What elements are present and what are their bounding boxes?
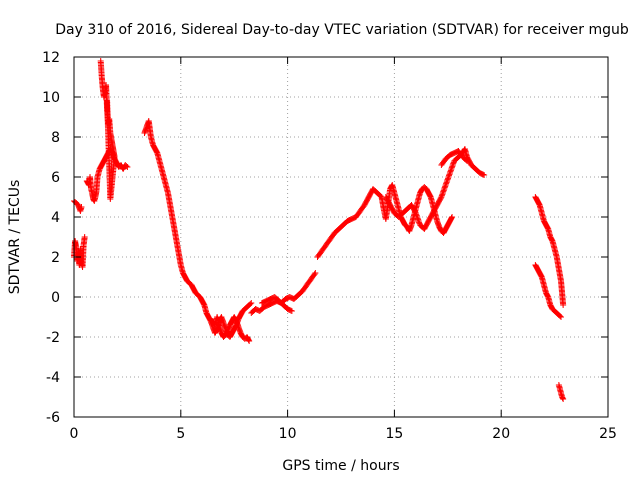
x-tick-label: 25 bbox=[599, 426, 617, 442]
y-tick-label: 4 bbox=[51, 210, 60, 226]
y-tick-label: 8 bbox=[51, 130, 60, 146]
y-tick-label: 2 bbox=[51, 250, 60, 266]
data-point bbox=[481, 172, 488, 178]
data-point bbox=[560, 396, 567, 402]
data-point bbox=[245, 337, 252, 343]
y-axis-label: SDTVAR / TECUs bbox=[7, 180, 23, 295]
x-tick-label: 20 bbox=[492, 426, 510, 442]
data-point bbox=[464, 158, 471, 164]
y-tick-label: -2 bbox=[46, 330, 60, 346]
x-tick-label: 10 bbox=[279, 426, 297, 442]
data-point bbox=[104, 98, 111, 104]
x-tick-label: 5 bbox=[176, 426, 185, 442]
data-point bbox=[556, 313, 563, 319]
data-point bbox=[248, 300, 255, 306]
data-point bbox=[311, 271, 318, 278]
data-point bbox=[288, 308, 295, 314]
data-point bbox=[462, 157, 469, 163]
plot-frame bbox=[73, 56, 609, 418]
grid-layer bbox=[74, 57, 608, 417]
data-point bbox=[247, 301, 254, 307]
y-axis-ticks: -6 -4 -2 0 2 4 6 8 10 12 bbox=[42, 50, 608, 426]
x-tick-label: 0 bbox=[70, 426, 79, 442]
data-points bbox=[71, 58, 567, 402]
data-point bbox=[448, 215, 455, 221]
data-point bbox=[246, 338, 253, 344]
y-tick-label: 0 bbox=[51, 290, 60, 306]
data-point bbox=[449, 214, 456, 220]
y-tick-label: 6 bbox=[51, 170, 60, 186]
y-tick-label: -4 bbox=[46, 370, 60, 386]
x-axis-ticks: 0 5 10 15 20 25 bbox=[70, 57, 617, 442]
data-point bbox=[558, 314, 565, 320]
data-point bbox=[312, 270, 319, 276]
data-point bbox=[123, 163, 130, 169]
y-tick-label: 10 bbox=[42, 90, 60, 106]
y-tick-label: -6 bbox=[46, 410, 60, 426]
x-axis-label: GPS time / hours bbox=[282, 458, 399, 474]
chart-title: Day 310 of 2016, Sidereal Day-to-day VTE… bbox=[55, 22, 629, 38]
x-tick-label: 15 bbox=[385, 426, 403, 442]
data-point bbox=[124, 164, 131, 170]
data-point bbox=[81, 234, 88, 240]
data-point bbox=[78, 204, 85, 210]
data-point bbox=[560, 302, 567, 308]
data-point bbox=[559, 395, 566, 401]
y-tick-label: 12 bbox=[42, 50, 60, 66]
